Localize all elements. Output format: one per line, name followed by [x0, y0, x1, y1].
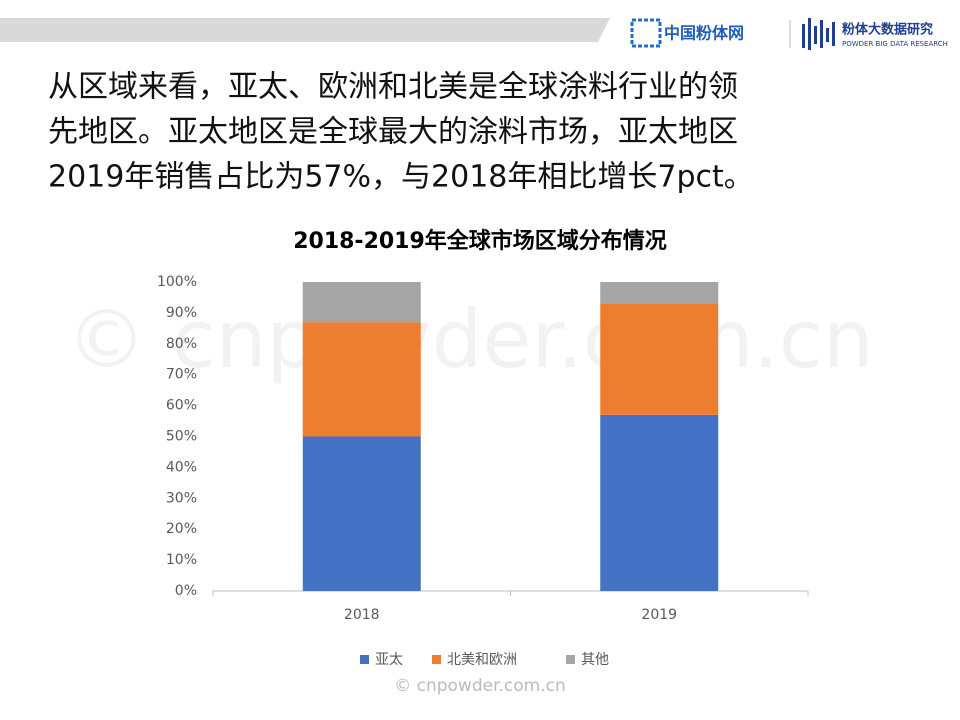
bar-segment	[302, 436, 421, 591]
legend-swatch	[432, 655, 441, 664]
y-tick-label: 90%	[166, 305, 197, 321]
chart-title: 2018-2019年全球市场区域分布情况	[293, 228, 667, 254]
watermark: © cnpowder.com.cn	[66, 293, 873, 386]
y-tick-label: 70%	[166, 367, 197, 383]
legend-label: 其他	[581, 652, 609, 668]
x-tick-label: 2018	[344, 607, 380, 623]
y-tick-label: 100%	[157, 274, 197, 290]
y-tick-label: 60%	[166, 398, 197, 414]
logo-sub-en: POWDER BIG DATA RESEARCH	[842, 40, 948, 48]
bar-segment	[302, 322, 421, 437]
bar-segment	[600, 282, 719, 304]
x-tick-label: 2019	[641, 607, 677, 623]
paragraph-line: 从区域来看，亚太、欧洲和北美是全球涂料行业的领	[48, 70, 738, 105]
legend-swatch	[360, 655, 369, 664]
y-tick-label: 10%	[166, 552, 197, 568]
y-tick-label: 20%	[166, 521, 197, 537]
y-tick-label: 30%	[166, 490, 197, 506]
y-tick-label: 80%	[166, 336, 197, 352]
bar-segment	[600, 303, 719, 415]
paragraph-line: 2019年销售占比为57%，与2018年相比增长7pct。	[48, 160, 754, 195]
logo-bars	[802, 18, 835, 50]
footer-watermark: © cnpowder.com.cn	[394, 676, 566, 696]
y-tick-label: 0%	[175, 583, 197, 599]
y-tick-label: 50%	[166, 429, 197, 445]
logo-icon	[630, 18, 662, 48]
legend-label: 亚太	[375, 652, 403, 668]
paragraph-line: 先地区。亚太地区是全球最大的涂料市场，亚太地区	[48, 115, 738, 150]
bar-segment	[302, 282, 421, 323]
header-bar	[0, 18, 610, 42]
legend-swatch	[566, 655, 575, 664]
logo-main: 中国粉体网	[664, 24, 744, 43]
legend-label: 北美和欧洲	[447, 652, 517, 668]
logo-sub: 粉体大数据研究	[842, 22, 933, 38]
bar-segment	[600, 414, 719, 591]
y-tick-label: 40%	[166, 459, 197, 475]
